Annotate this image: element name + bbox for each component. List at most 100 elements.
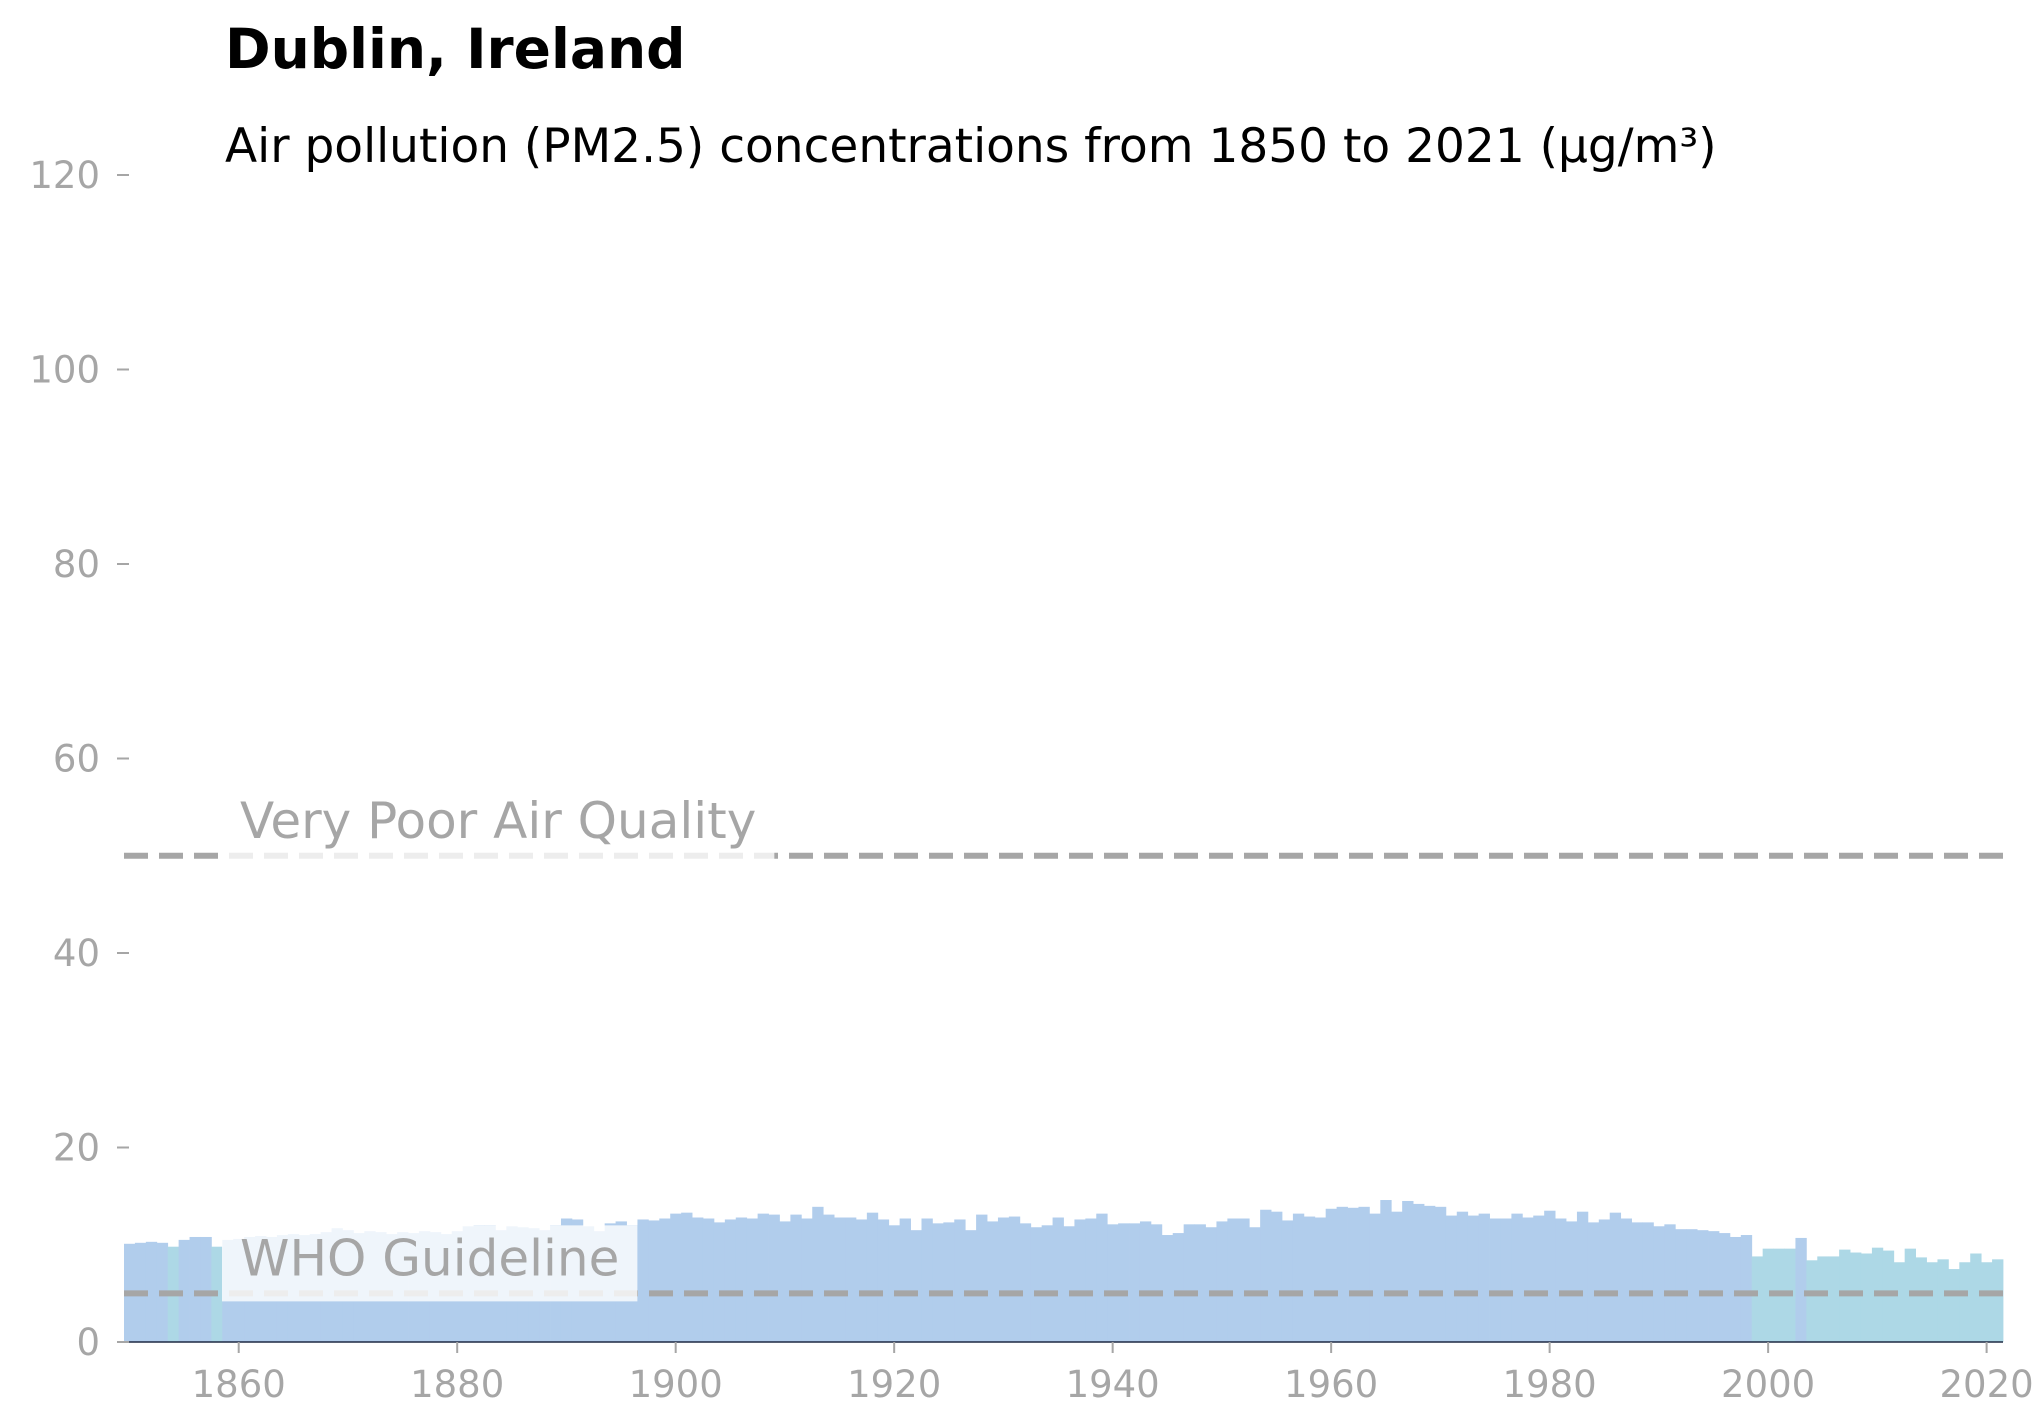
bar [768,1214,780,1342]
bar [1260,1209,1272,1342]
x-tick-label: 2020 [1940,1363,2034,1406]
bar [1041,1225,1053,1342]
bar [648,1220,660,1342]
bar [692,1217,704,1342]
bar [1664,1224,1676,1342]
bar [1795,1237,1807,1342]
bar [1500,1218,1512,1342]
bar [1587,1222,1600,1342]
bar [1686,1229,1698,1342]
y-tick-label: 80 [53,543,100,586]
bar [1860,1253,1873,1342]
x-tick-label: 1980 [1503,1363,1597,1406]
bar [1391,1211,1403,1342]
bar [812,1206,824,1342]
y-tick-label: 120 [29,154,100,197]
bar [1063,1226,1075,1342]
bar [1096,1213,1108,1342]
chart-subtitle: Air pollution (PM2.5) concentrations fro… [225,119,1717,174]
bar [1708,1231,1720,1342]
bar [1806,1260,1818,1342]
bar [1194,1224,1206,1342]
bar [1740,1235,1753,1342]
bar [1161,1235,1174,1342]
bar [1314,1217,1327,1342]
reference-label: WHO Guideline [240,1229,619,1287]
bar [1085,1218,1097,1342]
bar [1970,1253,1982,1342]
bar [997,1217,1010,1342]
bar [943,1222,955,1342]
bar [954,1219,966,1342]
bar [1150,1224,1163,1342]
bar [1052,1217,1064,1342]
bar [1959,1262,1971,1342]
bar [1937,1259,1949,1342]
bar [1817,1256,1829,1342]
bar [1172,1233,1185,1342]
bar [1948,1269,1960,1342]
x-tick-label: 1940 [1066,1363,1160,1406]
bar [790,1214,802,1342]
bar [200,1236,212,1342]
bar [1107,1224,1119,1342]
y-tick-label: 0 [76,1321,100,1364]
bar [1893,1262,1906,1342]
bar [1653,1226,1665,1342]
bar [779,1221,791,1342]
bar [1336,1206,1348,1342]
bar [1533,1215,1545,1342]
bar [1292,1213,1305,1342]
bar [1227,1218,1239,1342]
bar [702,1218,715,1342]
y-tick-label: 40 [53,932,100,975]
bar [1981,1262,1993,1342]
x-tick-label: 1880 [410,1363,504,1406]
bar [1008,1216,1021,1342]
reference-label-bg [222,787,775,864]
bar [965,1230,977,1342]
bar [1074,1219,1086,1342]
bar [932,1223,944,1342]
bar [921,1218,933,1342]
bar [1915,1257,1927,1342]
bar [1380,1200,1392,1342]
bar [976,1214,988,1342]
bar [1631,1222,1643,1342]
bar [1609,1212,1622,1342]
bar [1205,1227,1217,1342]
bar [1828,1256,1840,1342]
x-tick-label: 2000 [1721,1363,1815,1406]
bar [1489,1218,1501,1342]
x-tick-label: 1960 [1284,1363,1378,1406]
bar [1478,1213,1490,1342]
bar [1139,1221,1152,1342]
bar [1992,1259,2004,1342]
bar [845,1217,857,1342]
chart-title: Dublin, Ireland [225,17,685,81]
bar [1019,1223,1032,1342]
bar [801,1218,813,1342]
bar [1281,1220,1294,1342]
bar [1555,1218,1567,1342]
bar [1129,1223,1141,1342]
bar [1850,1252,1862,1342]
bar [637,1219,649,1342]
bar [899,1218,911,1342]
bar [1325,1208,1338,1342]
y-tick-label: 60 [53,738,100,781]
bar [855,1219,868,1342]
bar [1347,1207,1359,1342]
bar [735,1217,748,1342]
bar [888,1225,901,1342]
bar [877,1219,890,1342]
bar [1467,1215,1480,1342]
bar [1522,1217,1534,1342]
bar [1118,1223,1130,1342]
bar [823,1214,835,1342]
bar [1030,1227,1043,1342]
bar [1238,1218,1250,1342]
bar [1697,1230,1709,1342]
